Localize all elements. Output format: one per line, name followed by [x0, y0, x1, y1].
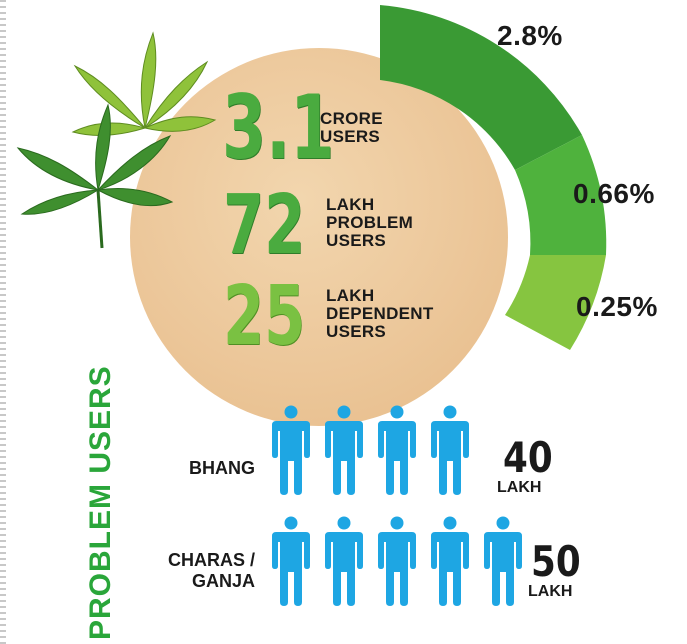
stat-label-problem-users: LAKH PROBLEM USERS	[326, 196, 413, 250]
stat-label-line: CRORE	[320, 109, 383, 128]
stat-number-problem-users: 72	[223, 178, 306, 273]
stat-label-line: USERS	[326, 231, 387, 250]
arc-segment-problem-users	[515, 135, 607, 255]
arc-segment-users	[380, 5, 582, 170]
stat-label-line: DEPENDENT	[326, 304, 434, 323]
drug-label-charas-ganja: CHARAS / GANJA	[130, 550, 255, 592]
drug-label-line: BHANG	[189, 458, 255, 478]
person-icon	[378, 405, 416, 495]
stat-number-users: 3.1	[222, 76, 335, 179]
stat-number-dependent-users: 25	[223, 269, 306, 364]
count-unit-charas-ganja: LAKH	[528, 583, 573, 600]
person-icon	[484, 516, 522, 606]
person-icon	[431, 405, 469, 495]
count-unit-bhang: LAKH	[497, 479, 542, 496]
percent-dependent-users: 0.25%	[576, 291, 658, 322]
arc-segment-dependent-users	[505, 255, 606, 350]
person-icon	[272, 516, 310, 606]
problem-users-title: PROBLEM USERS	[84, 365, 117, 640]
person-icon-row-bhang	[270, 405, 471, 495]
stat-label-dependent-users: LAKH DEPENDENT USERS	[326, 287, 434, 341]
drug-label-line: GANJA	[191, 571, 255, 591]
count-value-charas-ganja: 50	[531, 537, 581, 586]
percent-problem-users: 0.66%	[573, 178, 655, 209]
person-icon-row-charas-ganja	[270, 516, 524, 606]
person-icon	[325, 405, 363, 495]
drug-label-line: CHARAS /	[167, 550, 255, 570]
count-value-bhang: 40	[503, 433, 553, 482]
stat-label-line: USERS	[320, 127, 381, 146]
stats-circle-background	[130, 48, 508, 426]
person-icon	[378, 516, 416, 606]
stat-label-line: USERS	[326, 322, 387, 341]
percent-users: 2.8%	[497, 20, 563, 51]
page-edge-decoration	[0, 0, 6, 644]
stat-label-users: CRORE USERS	[320, 110, 383, 146]
stat-label-line: LAKH	[326, 195, 375, 214]
stat-label-line: LAKH	[326, 286, 375, 305]
person-icon	[431, 516, 469, 606]
drug-label-bhang: BHANG	[150, 458, 255, 479]
person-icon	[272, 405, 310, 495]
stat-label-line: PROBLEM	[326, 213, 414, 232]
person-icon	[325, 516, 363, 606]
